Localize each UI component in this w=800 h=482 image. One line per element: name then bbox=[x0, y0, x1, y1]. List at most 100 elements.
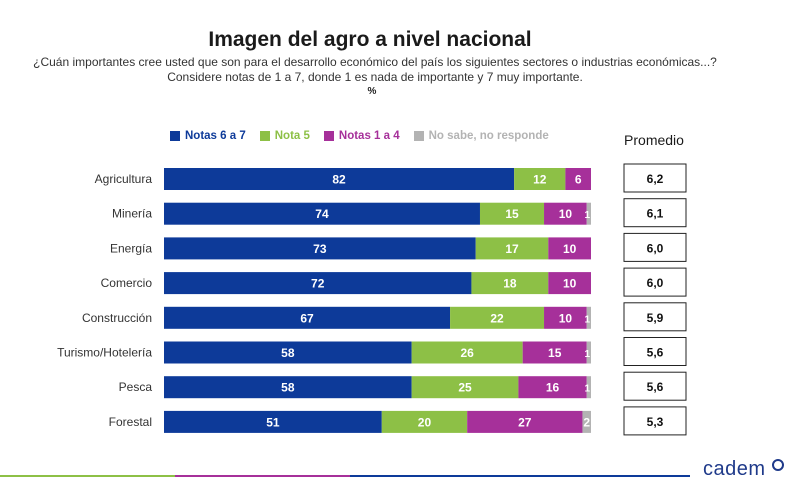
data-label-2-0: 6 bbox=[575, 173, 582, 187]
legend-item-0: Notas 6 a 7 bbox=[170, 130, 246, 142]
bar-seg-0-7 bbox=[164, 410, 382, 433]
promedio-value-1: 6,1 bbox=[647, 207, 664, 221]
data-label-2-1: 10 bbox=[559, 207, 573, 221]
category-label-1: Minería bbox=[112, 207, 152, 221]
category-label-6: Pesca bbox=[119, 380, 153, 394]
promedio-value-5: 5,6 bbox=[647, 346, 664, 360]
data-label-1-5: 26 bbox=[460, 346, 474, 360]
promedio-box-4 bbox=[623, 302, 687, 332]
legend-label-0: Notas 6 a 7 bbox=[185, 130, 246, 142]
unit-label: % bbox=[367, 86, 377, 97]
bar-seg-1-7 bbox=[381, 410, 468, 433]
data-label-1-0: 12 bbox=[533, 173, 547, 187]
data-label-3-7: 2 bbox=[583, 415, 590, 429]
promedio-value-7: 5,3 bbox=[647, 415, 664, 429]
chart-subtitle-scale: Considere notas de 1 a 7, donde 1 es nad… bbox=[167, 70, 583, 84]
promedio-header: Promedio bbox=[624, 132, 684, 148]
data-label-0-0: 82 bbox=[332, 173, 346, 187]
data-label-0-5: 58 bbox=[281, 346, 295, 360]
data-label-0-3: 72 bbox=[311, 277, 325, 291]
promedio-box-7 bbox=[623, 406, 687, 436]
footer-line-purple bbox=[175, 475, 350, 477]
bar-seg-1-4 bbox=[450, 306, 545, 329]
legend-swatch-3 bbox=[413, 131, 424, 141]
chart-subtitle-question: ¿Cuán importantes cree usted que son par… bbox=[33, 55, 717, 69]
bar-seg-1-0 bbox=[514, 168, 566, 190]
data-label-0-7: 51 bbox=[266, 415, 280, 429]
bar-seg-3-6 bbox=[586, 376, 591, 399]
footer-line-green bbox=[0, 475, 175, 477]
data-label-3-4: 1 bbox=[584, 314, 590, 325]
data-label-2-3: 10 bbox=[563, 277, 577, 291]
bar-seg-0-0 bbox=[164, 168, 515, 190]
data-label-2-7: 27 bbox=[518, 415, 532, 429]
bar-seg-1-2 bbox=[475, 237, 549, 260]
promedio-box-6 bbox=[623, 371, 687, 401]
category-label-3: Comercio bbox=[101, 276, 153, 290]
promedio-value-6: 5,6 bbox=[647, 380, 664, 394]
bar-seg-0-1 bbox=[164, 202, 480, 225]
data-label-2-4: 10 bbox=[559, 311, 573, 325]
category-label-0: Agricultura bbox=[95, 172, 153, 186]
promedio-box-0 bbox=[623, 163, 687, 193]
bar-seg-0-4 bbox=[164, 306, 451, 329]
chart-legend: Notas 6 a 7 Nota 5 Notas 1 a 4 No sabe, no … bbox=[170, 130, 549, 142]
data-label-3-1: 1 bbox=[584, 210, 590, 221]
data-label-0-2: 73 bbox=[313, 242, 327, 256]
legend-item-3: No sabe, no responde bbox=[413, 130, 549, 142]
bar-seg-2-7 bbox=[467, 410, 583, 433]
legend-swatch-1 bbox=[259, 131, 270, 141]
data-label-0-6: 58 bbox=[281, 381, 295, 395]
bar-seg-1-3 bbox=[471, 272, 549, 295]
data-label-1-7: 20 bbox=[418, 415, 432, 429]
logo-dot-icon bbox=[772, 459, 784, 471]
legend-item-1: Nota 5 bbox=[259, 130, 310, 142]
promedio-box-3 bbox=[623, 267, 687, 297]
data-label-0-1: 74 bbox=[315, 207, 329, 221]
data-label-2-6: 16 bbox=[546, 381, 560, 395]
footer-line-blue bbox=[350, 475, 690, 477]
bar-seg-0-2 bbox=[164, 237, 476, 260]
legend-swatch-0 bbox=[170, 131, 180, 141]
legend-label-3: No sabe, no responde bbox=[428, 130, 549, 142]
bar-seg-3-1 bbox=[586, 202, 591, 225]
promedio-box-5 bbox=[623, 337, 687, 366]
data-label-1-3: 18 bbox=[503, 277, 517, 291]
legend-item-2: Notas 1 a 4 bbox=[323, 130, 400, 142]
category-label-7: Forestal bbox=[109, 415, 152, 429]
data-label-1-2: 17 bbox=[505, 242, 519, 256]
bar-seg-0-3 bbox=[164, 272, 472, 295]
bar-seg-0-6 bbox=[164, 376, 412, 399]
legend-swatch-2 bbox=[323, 131, 334, 141]
bar-seg-2-6 bbox=[518, 376, 587, 399]
promedio-box-1 bbox=[623, 198, 687, 228]
promedio-value-0: 6,2 bbox=[647, 172, 664, 186]
bar-seg-0-5 bbox=[164, 341, 412, 364]
chart-title: Imagen del agro a nivel nacional bbox=[208, 28, 532, 51]
bar-seg-2-5 bbox=[522, 341, 587, 364]
legend-label-1: Nota 5 bbox=[274, 130, 310, 142]
bar-seg-2-2 bbox=[548, 237, 591, 260]
bar-seg-1-5 bbox=[411, 341, 523, 364]
promedio-value-2: 6,0 bbox=[647, 241, 664, 255]
bar-seg-1-6 bbox=[411, 376, 519, 399]
data-label-2-2: 10 bbox=[563, 242, 577, 256]
category-label-4: Construcción bbox=[82, 311, 152, 325]
data-label-1-6: 25 bbox=[458, 381, 472, 395]
bar-seg-2-4 bbox=[544, 306, 587, 329]
bar-seg-2-1 bbox=[544, 202, 587, 225]
data-label-0-4: 67 bbox=[300, 311, 314, 325]
data-label-3-5: 1 bbox=[584, 349, 590, 360]
bar-seg-1-1 bbox=[479, 202, 545, 225]
promedio-value-3: 6,0 bbox=[647, 276, 664, 290]
data-label-3-6: 1 bbox=[584, 384, 590, 395]
data-label-1-1: 15 bbox=[505, 207, 519, 221]
bar-seg-3-4 bbox=[586, 306, 591, 329]
bar-seg-2-3 bbox=[548, 272, 591, 295]
bar-seg-3-5 bbox=[586, 341, 591, 364]
category-label-5: Turismo/Hotelería bbox=[57, 346, 152, 360]
data-label-1-4: 22 bbox=[490, 311, 504, 325]
legend-label-2: Notas 1 a 4 bbox=[338, 130, 400, 142]
